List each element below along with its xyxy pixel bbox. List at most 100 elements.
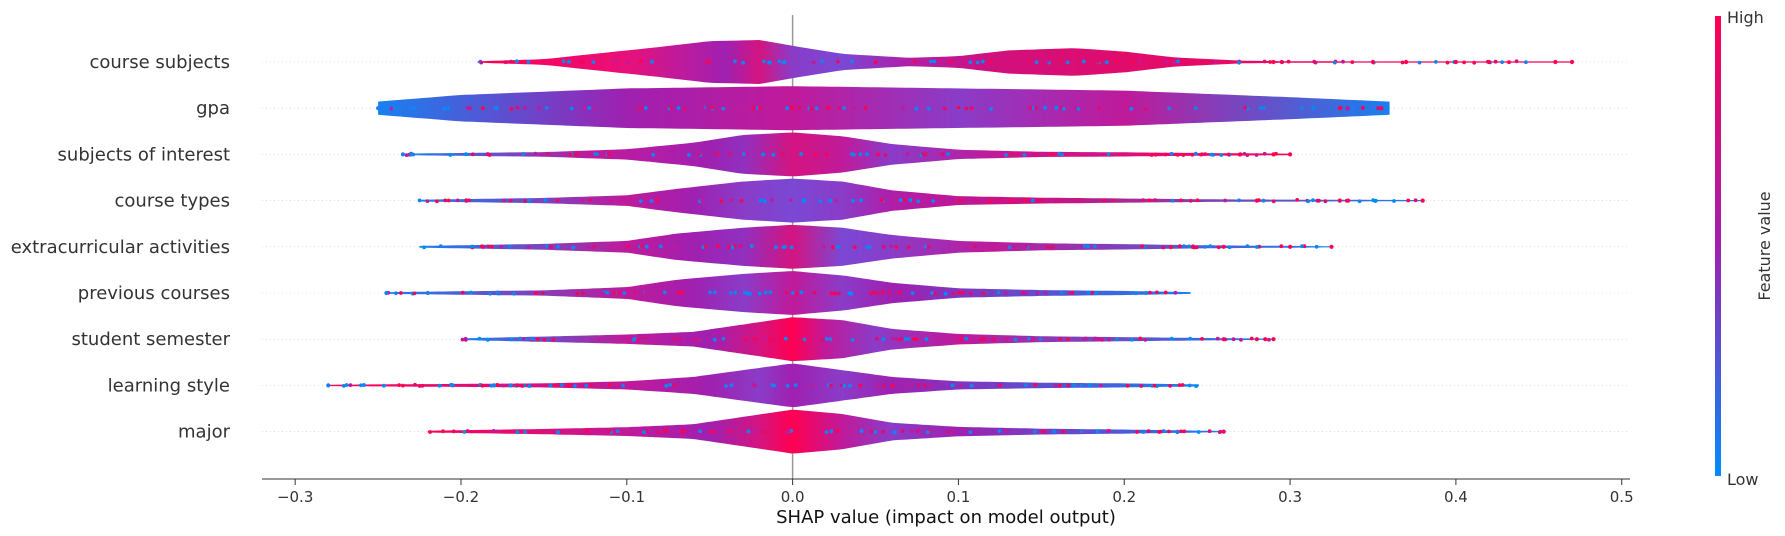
sample-dot (715, 244, 720, 249)
outlier-dot (384, 290, 389, 296)
feature-label: major (178, 422, 231, 443)
sample-dot (916, 199, 921, 204)
sample-dot (905, 152, 910, 156)
sample-dot (677, 290, 682, 295)
sample-dot (681, 430, 685, 435)
sample-dot (1107, 337, 1111, 342)
sample-dot (542, 338, 547, 342)
sample-dot (549, 245, 553, 249)
sample-dot (905, 382, 910, 387)
sample-dot (811, 60, 816, 65)
sample-dot (708, 290, 712, 295)
sample-dot (850, 338, 855, 342)
sample-dot (700, 198, 705, 203)
outlier-dot (1254, 337, 1259, 342)
sample-dot (932, 59, 937, 64)
sample-dot (981, 291, 986, 296)
sample-dot (548, 384, 553, 388)
outlier-dot (1271, 337, 1276, 342)
sample-dot (767, 60, 771, 65)
sample-dot (820, 337, 825, 342)
sample-dot (837, 291, 841, 296)
sample-dot (1049, 245, 1054, 250)
sample-dot (873, 60, 878, 65)
sample-dot (581, 198, 585, 203)
sample-dot (741, 60, 745, 65)
sample-dot (1168, 245, 1173, 250)
colorbar-gradient (1715, 16, 1721, 476)
sample-dot (1054, 105, 1059, 110)
sample-dot (442, 106, 446, 111)
sample-dot (1061, 106, 1066, 111)
sample-dot (1032, 429, 1037, 434)
sample-dot (794, 291, 799, 296)
sample-dot (913, 59, 917, 64)
sample-dot (785, 384, 790, 388)
x-tick-label: 0.2 (1112, 488, 1136, 506)
sample-dot (642, 430, 646, 434)
sample-dot (951, 291, 956, 296)
sample-dot (826, 105, 830, 110)
sample-dot (443, 198, 448, 203)
sample-dot (712, 290, 717, 295)
sample-dot (1035, 291, 1040, 295)
sample-dot (1011, 244, 1015, 249)
sample-dot (902, 198, 906, 202)
sample-dot (1311, 106, 1316, 110)
sample-dot (1237, 60, 1241, 65)
sample-dot (1090, 290, 1095, 295)
sample-dot (644, 244, 649, 249)
sample-dot (721, 336, 726, 341)
sample-dot (1079, 383, 1084, 388)
sample-dot (940, 152, 945, 157)
sample-dot (1175, 153, 1180, 157)
sample-dot (638, 59, 643, 64)
sample-dot (762, 59, 766, 64)
sample-dot (1013, 337, 1018, 342)
sample-dot (1314, 244, 1319, 249)
sample-dot (435, 199, 439, 204)
sample-dot (487, 153, 492, 157)
sample-dot (412, 291, 417, 296)
x-tick-label: −0.3 (277, 488, 313, 506)
sample-dot (1026, 59, 1031, 64)
sample-dot (758, 105, 762, 110)
sample-dot (1007, 245, 1012, 250)
sample-dot (687, 153, 691, 157)
feature-label: gpa (196, 98, 230, 119)
sample-dot (869, 429, 874, 434)
sample-dot (1295, 198, 1300, 202)
outlier-dot (1404, 59, 1409, 65)
sample-dot (1041, 429, 1046, 434)
sample-dot (625, 60, 630, 65)
sample-dot (546, 152, 550, 156)
sample-dot (789, 245, 794, 250)
sample-dot (1149, 153, 1154, 157)
sample-dot (873, 430, 878, 434)
sample-dot (1373, 198, 1378, 203)
sample-dot (729, 383, 734, 388)
sample-dot (1097, 106, 1102, 111)
sample-dot (954, 198, 959, 203)
sample-dot (1203, 152, 1208, 157)
sample-dot (1524, 60, 1528, 65)
sample-dot (894, 245, 899, 249)
sample-dot (1392, 199, 1396, 203)
sample-dot (957, 290, 961, 295)
sample-dots (326, 59, 1575, 435)
sample-dot (1167, 106, 1171, 111)
sample-dot (833, 291, 837, 296)
sample-dot (649, 60, 654, 64)
sample-dot (727, 245, 732, 250)
sample-dot (794, 244, 799, 249)
sample-dot (729, 198, 733, 203)
sample-dot (749, 244, 754, 249)
sample-dot (612, 291, 617, 295)
sample-dot (520, 384, 525, 388)
sample-dot (1357, 199, 1362, 204)
sample-dot (1004, 153, 1008, 157)
sample-dot (1094, 291, 1098, 295)
sample-dot (1211, 152, 1216, 157)
sample-dot (464, 152, 468, 157)
